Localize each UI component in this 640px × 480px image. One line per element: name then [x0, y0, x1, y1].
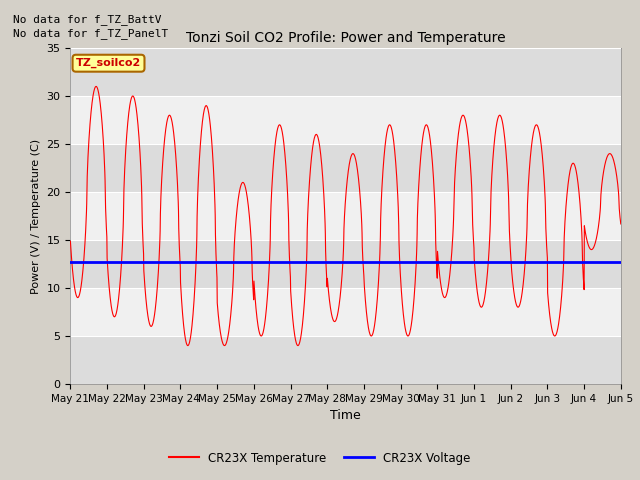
Bar: [70, 288, 621, 336]
Text: No data for f_TZ_PanelT: No data for f_TZ_PanelT: [13, 28, 168, 39]
Bar: [70, 336, 621, 384]
Bar: [70, 144, 621, 192]
Title: Tonzi Soil CO2 Profile: Power and Temperature: Tonzi Soil CO2 Profile: Power and Temper…: [186, 32, 506, 46]
Text: TZ_soilco2: TZ_soilco2: [76, 58, 141, 68]
Text: No data for f_TZ_BattV: No data for f_TZ_BattV: [13, 13, 161, 24]
X-axis label: Time: Time: [330, 409, 361, 422]
Y-axis label: Power (V) / Temperature (C): Power (V) / Temperature (C): [31, 138, 41, 294]
Bar: [70, 240, 621, 288]
Bar: [70, 48, 621, 96]
Legend: CR23X Temperature, CR23X Voltage: CR23X Temperature, CR23X Voltage: [164, 447, 476, 469]
Bar: [70, 192, 621, 240]
Bar: [70, 96, 621, 144]
